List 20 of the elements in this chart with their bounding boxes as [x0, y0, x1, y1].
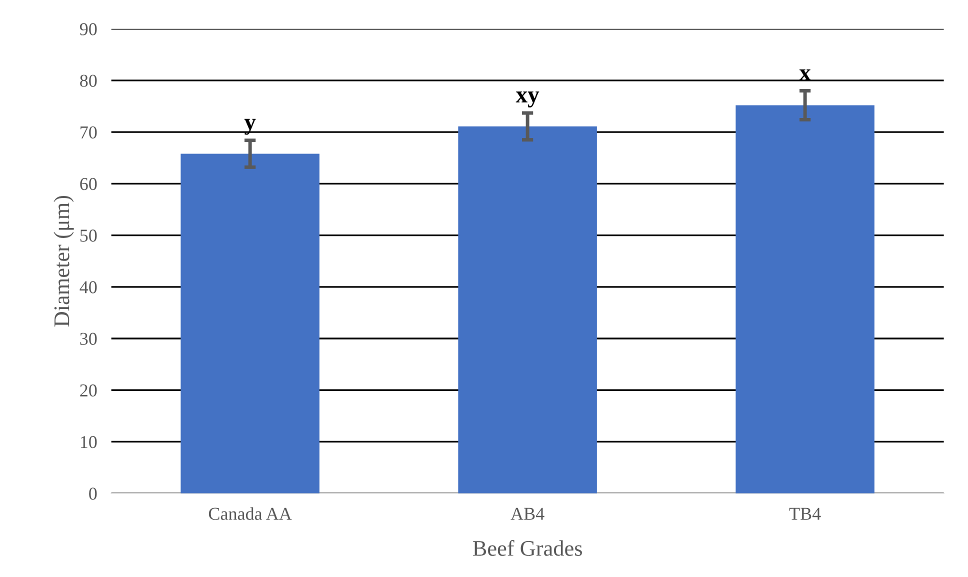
y-tick-label: 70 — [80, 126, 97, 139]
y-tick-label: 30 — [80, 332, 97, 345]
y-tick-label: 90 — [80, 23, 97, 36]
bar — [736, 105, 874, 494]
annotation: y — [244, 118, 256, 135]
x-tick-label: AB4 — [510, 508, 544, 520]
y-tick-label: 20 — [80, 384, 97, 397]
y-tick-label: 60 — [80, 178, 97, 190]
x-tick-label: Canada AA — [208, 507, 292, 520]
x-tick-label: TB4 — [789, 508, 821, 520]
bar — [180, 154, 320, 494]
y-tick-label: 10 — [80, 436, 97, 448]
y-tick-label: 40 — [80, 281, 97, 294]
y-tick-label: 80 — [80, 74, 97, 87]
y-tick-label: 50 — [80, 230, 97, 242]
y-tick-label: 0 — [89, 488, 97, 500]
annotation: xy — [516, 91, 540, 108]
y-axis-title: Diameter (μm) — [54, 196, 74, 327]
x-axis-title: Beef Grades — [472, 540, 582, 556]
bar — [458, 126, 597, 494]
